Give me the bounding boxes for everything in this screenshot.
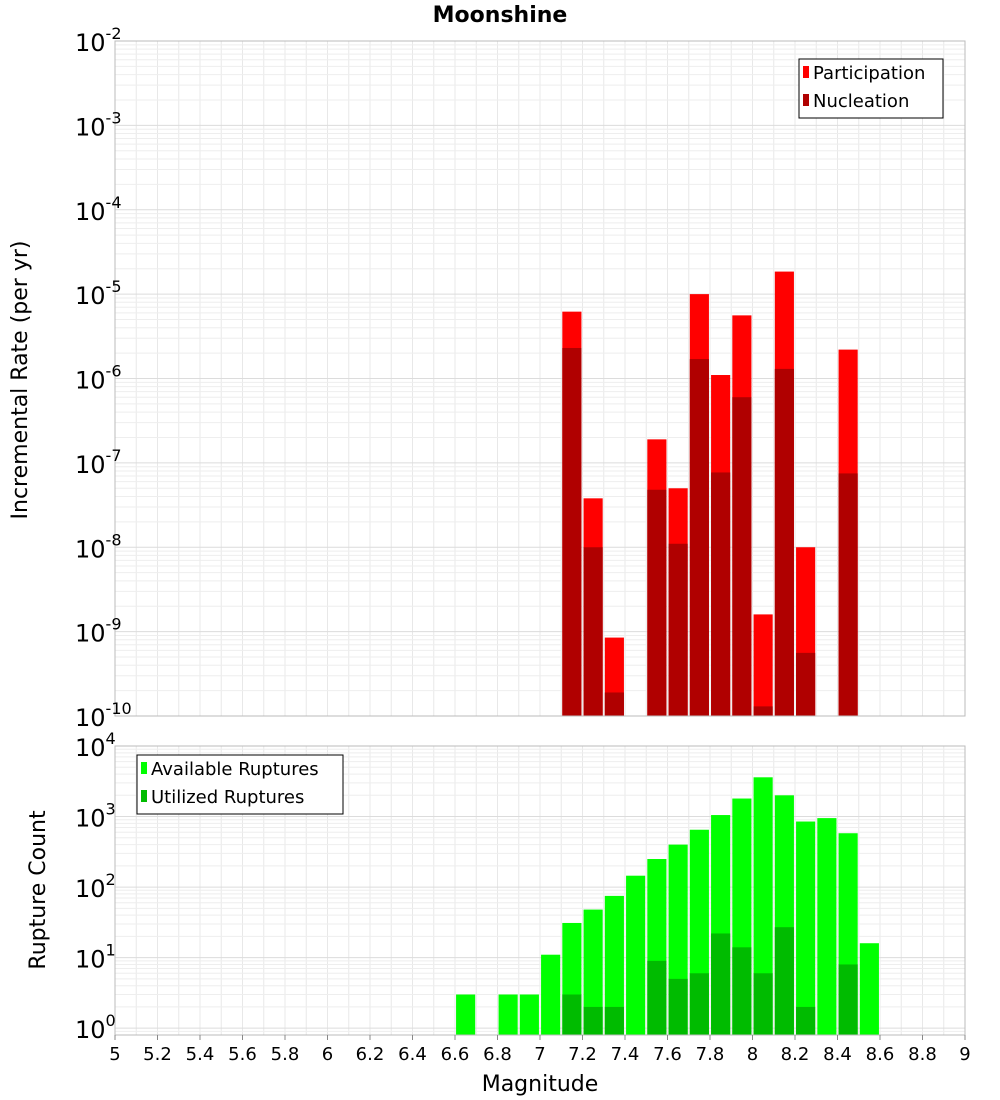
bar-nucleation (647, 489, 667, 716)
top-y-axis-label: Incremental Rate (per yr) (8, 241, 33, 520)
y-tick-label: 101 (75, 941, 116, 974)
x-tick-label: 5.2 (143, 1044, 172, 1065)
x-tick-label: 7.8 (696, 1044, 725, 1065)
bars (562, 271, 858, 716)
x-tick-label: 8 (747, 1044, 758, 1065)
bar-nucleation (796, 652, 816, 716)
bar-utilized-ruptures (562, 994, 582, 1035)
bar-available-ruptures (498, 994, 518, 1035)
bar-available-ruptures (541, 954, 561, 1035)
x-tick-label: 5.4 (186, 1044, 215, 1065)
x-tick-label: 7.2 (568, 1044, 597, 1065)
bar-nucleation (604, 692, 624, 716)
x-tick-label: 8.8 (908, 1044, 937, 1065)
bar-utilized-ruptures (583, 1006, 603, 1035)
chart-panel-2: 100 101 102 103 104 5 5.2 5.4 5.6 5.8 6 6.2 6.4 6.6 6.… (75, 729, 971, 1065)
bar-available-ruptures (456, 994, 476, 1035)
bar-participation (753, 614, 773, 716)
bar-utilized-ruptures (647, 960, 667, 1035)
legend-box (798, 58, 944, 119)
x-tick-label: 5 (109, 1044, 120, 1065)
legend-label: Utilized Ruptures (151, 787, 304, 808)
x-tick-label: 8.4 (823, 1044, 852, 1065)
bar-utilized-ruptures (689, 973, 709, 1035)
y-tick-label: 10-10 (75, 699, 132, 732)
bar-nucleation (774, 368, 794, 716)
x-tick-label: 6 (322, 1044, 333, 1065)
bar-utilized-ruptures (711, 933, 731, 1035)
legend: Available Ruptures Utilized Ruptures (136, 754, 344, 815)
legend-swatch (803, 66, 809, 78)
gridlines (114, 41, 966, 717)
bar-nucleation (668, 543, 688, 716)
x-axis-label: Magnitude (482, 1072, 599, 1097)
y-tick-label: 103 (75, 800, 116, 833)
bar-nucleation (689, 359, 709, 716)
bar-utilized-ruptures (732, 947, 752, 1035)
y-tick-label: 10-9 (75, 615, 122, 648)
x-tick-label: 8.6 (866, 1044, 895, 1065)
x-tick-label: 6.6 (441, 1044, 470, 1065)
bar-available-ruptures (583, 909, 603, 1035)
y-tick-label: 10-7 (75, 446, 122, 479)
bar-utilized-ruptures (796, 1006, 816, 1035)
bar-nucleation (583, 547, 603, 716)
bar-utilized-ruptures (774, 927, 794, 1035)
legend-label: Available Ruptures (151, 759, 319, 780)
legend-box (136, 754, 344, 815)
x-tick-label: 5.6 (228, 1044, 257, 1065)
bar-nucleation (753, 706, 773, 716)
legend-swatch (141, 790, 147, 802)
y-tick-label: 104 (75, 729, 116, 762)
bar-utilized-ruptures (753, 973, 773, 1035)
bar-utilized-ruptures (838, 964, 858, 1035)
y-tick-label: 10-5 (75, 277, 122, 310)
bar-available-ruptures (604, 895, 624, 1035)
chart-panel-1: 10-10 10-9 10-8 10-7 10-6 10-5 10-4 10-3 10-2 Par… (75, 24, 966, 732)
legend-label: Nucleation (813, 91, 909, 112)
y-tick-label: 100 (75, 1011, 116, 1044)
y-tick-label: 10-8 (75, 530, 122, 563)
bar-utilized-ruptures (668, 978, 688, 1035)
bar-available-ruptures (796, 821, 816, 1035)
x-tick-label: 9 (959, 1044, 970, 1065)
bar-available-ruptures (859, 943, 879, 1035)
x-tick-label: 6.4 (398, 1044, 427, 1065)
x-tick-label: 6.2 (356, 1044, 385, 1065)
y-tick-label: 10-6 (75, 362, 122, 395)
bars (456, 777, 879, 1035)
chart-title: Moonshine (433, 3, 568, 28)
bar-nucleation (838, 473, 858, 716)
x-tick-label: 6.8 (483, 1044, 512, 1065)
legend-swatch (141, 762, 147, 774)
bar-utilized-ruptures (604, 1006, 624, 1035)
legend-swatch (803, 94, 809, 106)
legend: Participation Nucleation (798, 58, 944, 119)
bar-available-ruptures (519, 994, 539, 1035)
y-tick-label: 102 (75, 870, 116, 903)
x-tick-label: 8.2 (781, 1044, 810, 1065)
y-tick-label: 10-3 (75, 108, 122, 141)
bar-nucleation (711, 472, 731, 716)
y-tick-label: 10-2 (75, 24, 122, 57)
bottom-y-axis-label: Rupture Count (26, 810, 51, 970)
x-tick-label: 7.4 (611, 1044, 640, 1065)
legend-label: Participation (813, 63, 925, 84)
x-tick-label: 7 (534, 1044, 545, 1065)
bar-nucleation (732, 397, 752, 716)
bar-available-ruptures (626, 875, 646, 1035)
plot-border (114, 40, 966, 717)
x-tick-label: 7.6 (653, 1044, 682, 1065)
x-tick-label: 5.8 (271, 1044, 300, 1065)
bar-available-ruptures (753, 777, 773, 1035)
bar-nucleation (562, 347, 582, 716)
bar-available-ruptures (817, 818, 837, 1035)
y-tick-label: 10-4 (75, 193, 122, 226)
